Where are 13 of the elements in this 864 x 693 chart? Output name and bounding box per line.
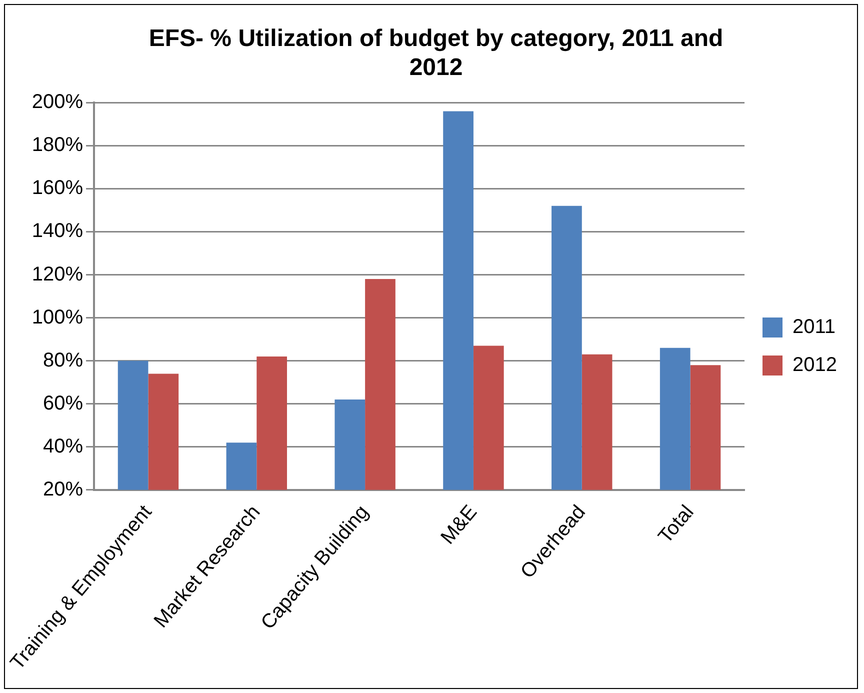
y-tick-label: 40%	[42, 435, 84, 458]
y-tick-label: 200%	[32, 91, 84, 114]
y-tick-label: 140%	[32, 220, 84, 242]
y-tick-label: 180%	[32, 134, 84, 156]
y-tick-label: 20%	[42, 478, 84, 500]
legend-label: 2012	[792, 354, 838, 376]
y-tick-label: 100%	[32, 306, 84, 328]
legend-label: 2011	[792, 316, 836, 338]
y-tick-label: 80%	[42, 349, 84, 372]
y-tick-label: 120%	[32, 263, 84, 286]
chart-title: EFS- % Utilization of budget by category, 2011 and 2012	[148, 25, 724, 81]
y-tick-label: 60%	[42, 392, 84, 414]
y-tick-label: 160%	[32, 177, 84, 200]
